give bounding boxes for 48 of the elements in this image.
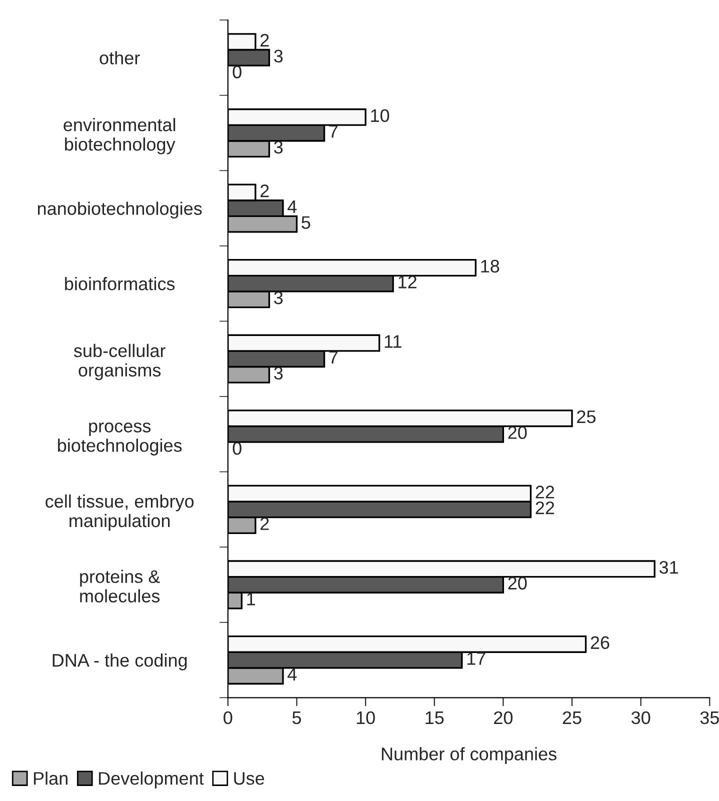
data-label: 7 bbox=[329, 351, 338, 364]
y-tick-label: environmental biotechnology bbox=[64, 118, 176, 154]
x-tick-label: 25 bbox=[562, 711, 582, 724]
data-label: 2 bbox=[260, 34, 269, 47]
data-label: 11 bbox=[384, 335, 402, 348]
data-label: 7 bbox=[329, 125, 338, 138]
data-label: 2 bbox=[260, 184, 269, 198]
y-tick-label: proteins & molecules bbox=[80, 570, 160, 602]
data-label: 10 bbox=[371, 109, 390, 122]
y-tick-label: nanobiotechnologies bbox=[38, 202, 202, 219]
data-label: 5 bbox=[302, 216, 310, 229]
data-label: 3 bbox=[274, 366, 283, 380]
data-label: 22 bbox=[536, 486, 554, 498]
y-tick-label: DNA - the coding bbox=[52, 653, 187, 670]
data-label: 3 bbox=[274, 140, 283, 154]
y-tick-label: bioinformatics bbox=[65, 277, 175, 290]
data-label: 20 bbox=[508, 426, 527, 439]
data-label: 12 bbox=[398, 276, 416, 288]
y-tick-label: process biotechnologies bbox=[58, 422, 182, 456]
x-tick-label: 5 bbox=[292, 712, 302, 724]
data-label: 1 bbox=[247, 592, 256, 606]
data-label: 20 bbox=[508, 576, 527, 590]
y-tick-label: other bbox=[100, 51, 140, 64]
data-label: 31 bbox=[659, 560, 678, 574]
x-axis-title: Number of companies bbox=[382, 747, 556, 764]
legend-label: Plan bbox=[34, 772, 68, 785]
data-label: 26 bbox=[590, 636, 610, 650]
data-label: 17 bbox=[467, 652, 486, 665]
x-tick-label: 0 bbox=[224, 711, 232, 724]
data-label: 3 bbox=[274, 291, 283, 304]
data-label: 2 bbox=[260, 517, 269, 530]
x-tick-label: 15 bbox=[426, 712, 444, 724]
data-label: 18 bbox=[481, 260, 500, 273]
y-tick-label: cell tissue, embryo manipulation bbox=[46, 494, 194, 531]
x-tick-label: 30 bbox=[631, 711, 650, 724]
legend-label: Development bbox=[99, 772, 204, 788]
x-tick-label: 35 bbox=[700, 711, 719, 724]
data-label: 22 bbox=[536, 501, 554, 514]
data-label: 4 bbox=[288, 668, 297, 681]
data-label: 0 bbox=[232, 442, 242, 455]
data-label: 0 bbox=[232, 66, 242, 78]
legend-label: Use bbox=[234, 772, 264, 785]
x-tick-label: 10 bbox=[356, 711, 375, 724]
data-label: 25 bbox=[577, 410, 596, 424]
data-label: 4 bbox=[288, 200, 297, 213]
y-tick-label: sub-cellular organisms bbox=[74, 344, 166, 380]
data-label: 3 bbox=[274, 50, 283, 63]
x-tick-label: 20 bbox=[494, 711, 513, 724]
